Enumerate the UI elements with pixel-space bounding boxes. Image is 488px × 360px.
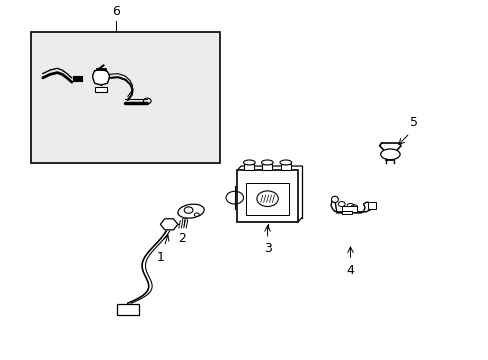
Ellipse shape (280, 160, 291, 165)
Ellipse shape (243, 160, 255, 165)
Bar (262, 164, 272, 170)
Text: 4: 4 (346, 264, 354, 277)
Bar (30, 32, 220, 163)
Ellipse shape (178, 204, 203, 218)
Text: F: F (121, 307, 124, 312)
Text: 6: 6 (111, 5, 120, 18)
Polygon shape (330, 197, 370, 213)
Polygon shape (93, 69, 109, 85)
Text: 1: 1 (156, 251, 164, 264)
Bar (341, 206, 357, 212)
Bar (117, 304, 138, 315)
Bar (245, 183, 288, 215)
Text: 2: 2 (178, 232, 186, 245)
Bar (244, 164, 254, 170)
Polygon shape (160, 219, 178, 230)
Text: 5: 5 (409, 116, 417, 130)
Bar (95, 87, 107, 92)
Ellipse shape (380, 149, 399, 159)
Bar (281, 164, 290, 170)
Bar (237, 170, 297, 222)
Ellipse shape (331, 196, 338, 203)
Bar (368, 202, 375, 209)
Bar (341, 211, 352, 214)
Text: 3: 3 (263, 242, 271, 256)
Ellipse shape (261, 160, 273, 165)
